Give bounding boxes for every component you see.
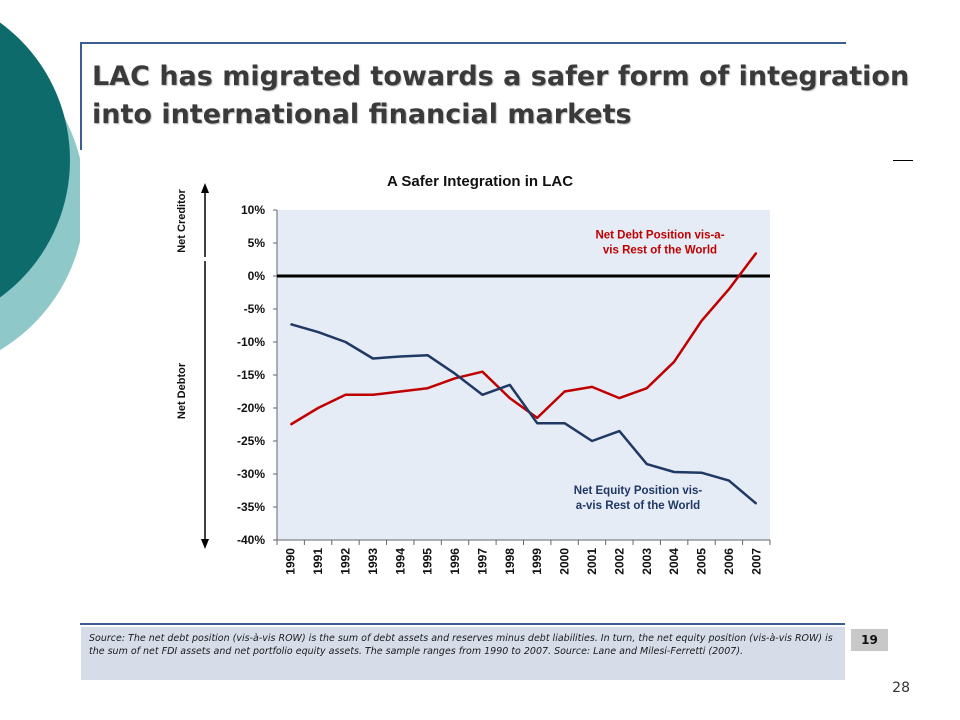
slide-number: 28 [892,680,910,696]
line-chart: A Safer Integration in LAC 10% 5% 0% -5% -10… [176,173,771,575]
down-arrow-icon [201,539,209,549]
decorative-dash [893,160,913,161]
net-equity-series-point [728,480,730,482]
x-tick-label: 1993 [366,548,380,575]
net-debt-series-point [427,387,429,389]
source-top-rule [80,623,845,625]
net-equity-series-point [372,357,374,360]
net-debt-series-point [317,407,319,409]
x-tick-label: 1994 [393,548,407,575]
title-top-rule [80,42,846,44]
net-debt-series-point [591,386,593,388]
net-equity-series-point [755,503,757,505]
net-debt-series-line [290,252,758,426]
net-creditor-label: Net Creditor [176,189,188,253]
net-debt-series-label: Net Debt Position vis-a- [595,229,724,241]
x-tick-label: 2001 [585,548,599,575]
x-tick-label: 2002 [612,548,626,575]
x-tick-label: 1999 [530,548,544,575]
y-tick-label: -35% [237,500,265,514]
x-tick-label: 2004 [667,548,681,575]
source-note: Source: The net debt position (vis-à-vis… [81,627,845,680]
y-tick-label: 0% [248,269,266,283]
x-tick-label: 1998 [503,548,517,575]
net-debt-series-point [509,397,511,399]
x-tick-label: 2007 [749,548,763,575]
dark-teal-circle [0,22,70,298]
x-tick-label: 1997 [475,548,489,575]
x-tick-label: 1992 [338,548,352,575]
net-debt-series-point [290,423,292,426]
creditor-debtor-arrow: Net Creditor Net Debtor [176,183,209,549]
net-debt-series-point [344,394,347,396]
x-tick-label: 2005 [695,548,709,575]
net-equity-series-point [399,355,401,358]
net-debt-series-point [372,394,374,396]
net-debt-series-point [481,371,484,373]
net-equity-series-point [563,422,566,424]
net-equity-series-point [509,384,511,386]
x-tick-label: 2003 [640,548,654,575]
net-debt-series-point [728,288,730,290]
y-tick-label: -10% [237,335,265,349]
decorative-circles [0,22,80,351]
inner-page-number: 19 [851,629,888,651]
net-equity-series-point [427,354,429,356]
net-equity-series-point [344,341,347,343]
net-equity-series-label: Net Equity Position vis- [574,485,703,497]
net-debt-series-point [755,252,757,254]
net-debt-series-point [399,390,401,393]
net-debt-series-label: vis Rest of the World [603,244,717,256]
y-tick-label: 5% [248,236,266,250]
net-equity-series-label: a-vis Rest of the World [576,500,700,512]
y-tick-label: -15% [237,368,265,382]
net-debtor-label: Net Debtor [176,362,188,419]
y-tick-label: -20% [237,401,265,415]
chart-title: A Safer Integration in LAC [387,173,573,190]
net-debt-series-point [618,397,620,399]
net-debt-series-point [536,417,538,419]
x-tick-label: 1990 [284,548,298,575]
y-tick-label: -5% [244,302,266,316]
net-equity-series-point [536,422,538,424]
title-left-rule [80,42,82,150]
x-axis: 1990 1991 1992 1993 1994 1995 1996 1997 1998 1999… [276,539,771,575]
x-tick-label: 2006 [722,548,736,575]
net-debt-series-point [454,377,456,379]
slide-title: LAC has migrated towards a safer form of… [92,61,910,130]
net-debt-series-point [563,390,566,393]
net-equity-series-line [290,322,758,505]
net-debt-series-point [700,320,703,322]
y-tick-label: -30% [237,467,265,481]
net-equity-series-point [290,323,292,325]
y-tick-label: -25% [237,434,265,448]
net-equity-series-point [646,463,648,465]
net-equity-series-point [618,430,620,432]
net-equity-series-point [317,331,319,333]
x-tick-label: 1996 [448,548,462,575]
y-tick-label: -40% [237,533,265,547]
net-debt-series-point [673,361,675,363]
y-axis: 10% 5% 0% -5% -10% -15% -20% -25% -30% -35% -40% [237,203,278,547]
up-arrow-icon [201,183,209,193]
y-tick-label: 10% [241,203,265,217]
x-tick-label: 1991 [311,548,325,575]
x-tick-label: 2000 [558,548,572,575]
net-debt-series-point [646,387,648,389]
net-equity-series-point [454,373,456,375]
net-equity-series-point [481,394,484,396]
net-equity-series-point [673,471,675,473]
net-equity-series-point [591,440,593,442]
plot-area [277,210,770,540]
net-equity-series-point [700,472,703,474]
x-tick-label: 1995 [421,548,435,575]
